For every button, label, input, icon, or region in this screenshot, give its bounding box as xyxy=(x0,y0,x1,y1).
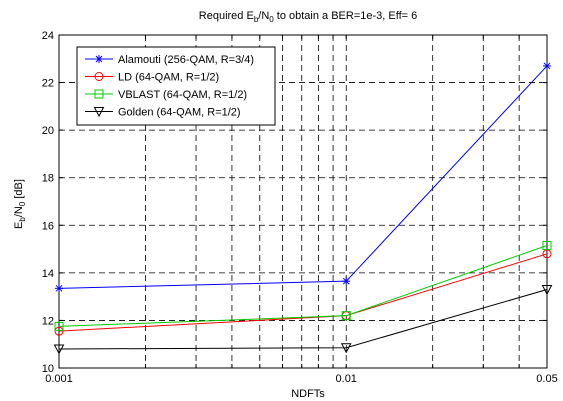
legend-label: Golden (64-QAM, R=1/2) xyxy=(118,107,241,119)
y-axis-label: Eb/N0 [dB] xyxy=(13,179,27,229)
y-tick-label: 24 xyxy=(42,30,54,42)
data-point xyxy=(53,344,65,355)
series-line xyxy=(58,289,548,350)
plot-area xyxy=(58,34,548,369)
y-tick-label: 10 xyxy=(42,363,54,375)
data-point xyxy=(55,284,63,293)
x-tick-label: 0.001 xyxy=(45,373,73,385)
legend-marker xyxy=(95,55,103,63)
y-tick-label: 20 xyxy=(42,125,54,137)
legend: Alamouti (256-QAM, R=3/4) LD (64-QAM, R=1… xyxy=(76,46,276,126)
series-lines xyxy=(53,61,553,355)
y-tick-label: 16 xyxy=(42,220,54,232)
data-point xyxy=(543,61,551,70)
chart-title: Required Eb/N0 to obtain a BER=1e-3, Eff… xyxy=(199,10,417,24)
data-point xyxy=(54,326,64,336)
data-point xyxy=(341,311,351,321)
y-tick-label: 18 xyxy=(42,173,54,185)
x-axis-label: NDFTs xyxy=(291,388,325,400)
data-point xyxy=(342,277,351,286)
data-point xyxy=(340,343,352,354)
legend-label: VBLAST (64-QAM, R=1/2) xyxy=(118,89,247,101)
data-point xyxy=(542,241,552,251)
series-line xyxy=(58,253,548,332)
data-point xyxy=(541,285,553,296)
legend-label: LD (64-QAM, R=1/2) xyxy=(118,72,219,84)
x-tick-label: 0.01 xyxy=(336,373,357,385)
x-tick-label: 0.05 xyxy=(536,373,557,385)
legend-marker xyxy=(93,107,105,118)
y-tick-label: 22 xyxy=(42,78,54,90)
series-line xyxy=(58,245,548,327)
legend-marker xyxy=(94,72,104,81)
y-tick-label: 14 xyxy=(42,268,54,280)
axis-ticks: 0.001 0.01 0.05 10 12 14 16 18 20 22 24 xyxy=(42,30,558,385)
data-point xyxy=(54,321,64,331)
y-tick-label: 12 xyxy=(42,315,54,327)
legend-label: Alamouti (256-QAM, R=3/4) xyxy=(118,54,254,66)
legend-marker xyxy=(94,89,104,99)
